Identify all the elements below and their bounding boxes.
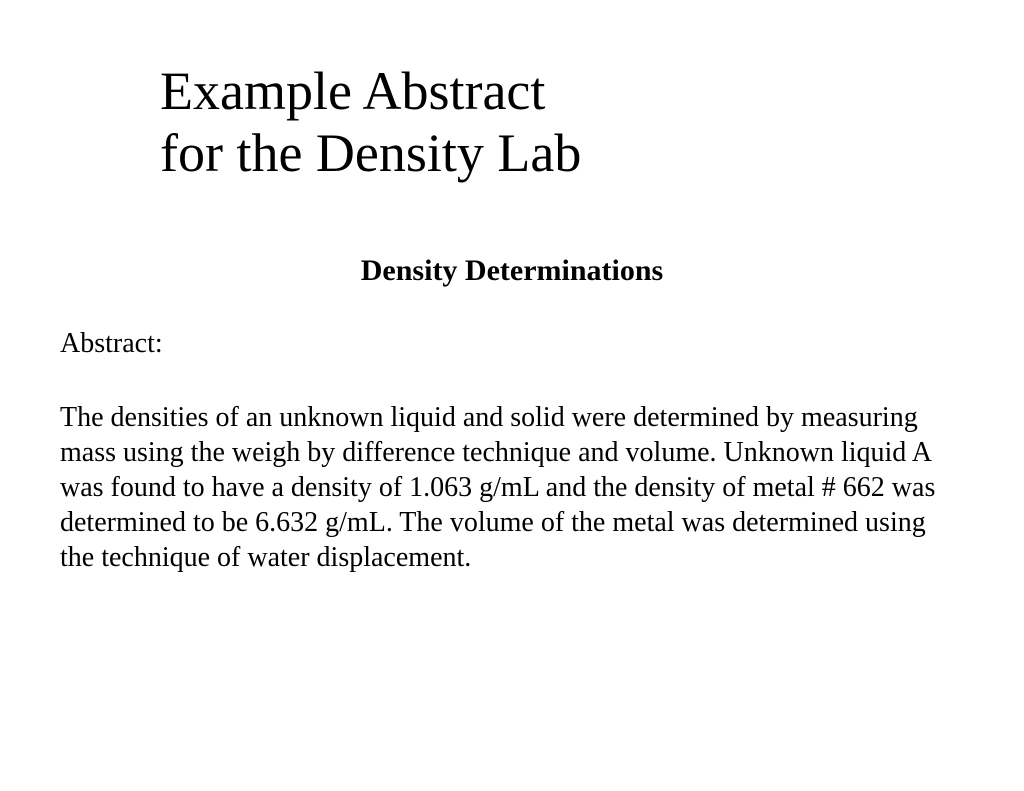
document-subtitle: Density Determinations: [60, 254, 964, 288]
abstract-body: The densities of an unknown liquid and s…: [60, 400, 964, 575]
document-title: Example Abstract for the Density Lab: [160, 60, 964, 184]
title-line-1: Example Abstract: [160, 61, 545, 121]
abstract-label: Abstract:: [60, 328, 964, 360]
title-line-2: for the Density Lab: [160, 123, 581, 183]
